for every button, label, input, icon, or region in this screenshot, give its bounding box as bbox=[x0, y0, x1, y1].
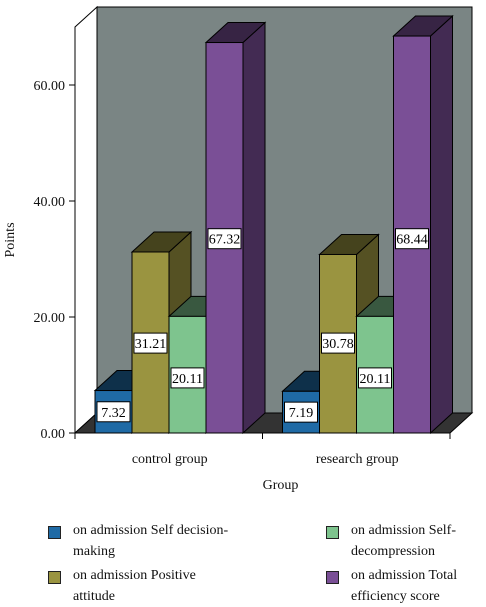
data-label: 20.11 bbox=[360, 372, 391, 387]
data-label: 68.44 bbox=[396, 233, 428, 248]
data-label: 30.78 bbox=[322, 337, 354, 352]
y-tick-label: 20.00 bbox=[34, 311, 66, 326]
legend: on admission Self decision- making on ad… bbox=[0, 510, 486, 604]
y-tick-label: 60.00 bbox=[34, 79, 66, 94]
legend-item-self-decision-making: on admission Self decision- making bbox=[48, 520, 253, 562]
y-tick-label: 40.00 bbox=[34, 195, 66, 210]
data-label-box bbox=[321, 332, 355, 354]
bar-side bbox=[242, 21, 266, 435]
bar-side bbox=[430, 14, 453, 435]
data-label-box bbox=[96, 401, 131, 423]
legend-swatch bbox=[48, 526, 61, 539]
y-axis-title: Points bbox=[3, 222, 18, 257]
legend-label: on admission Self decision- making bbox=[73, 523, 229, 559]
data-label: 7.32 bbox=[101, 406, 126, 421]
left-wall bbox=[74, 5, 98, 435]
x-axis-title: Group bbox=[263, 478, 299, 493]
data-label: 7.19 bbox=[289, 406, 314, 421]
legend-item-total-efficiency-score: on admission Total efficiency score bbox=[326, 565, 486, 607]
bar-chart: 0.00 20.00 40.00 60.00 7.32 31.21 20.11 67.32 co… bbox=[3, 5, 474, 493]
data-label-box bbox=[395, 228, 429, 250]
data-label: 31.21 bbox=[135, 337, 167, 352]
y-tick-label: 0.00 bbox=[41, 427, 66, 442]
data-label-box bbox=[358, 367, 392, 389]
legend-swatch bbox=[48, 571, 61, 584]
data-label-box bbox=[284, 401, 318, 423]
data-label: 67.32 bbox=[209, 233, 241, 248]
data-label-box bbox=[133, 332, 168, 354]
legend-swatch bbox=[326, 571, 339, 584]
legend-label: on admission Self- decompression bbox=[351, 523, 456, 559]
legend-item-self-decompression: on admission Self- decompression bbox=[326, 520, 486, 562]
data-label-box bbox=[170, 367, 205, 389]
legend-item-positive-attitude: on admission Positive attitude bbox=[48, 565, 253, 607]
legend-swatch bbox=[326, 526, 339, 539]
data-label: 20.11 bbox=[172, 372, 203, 387]
legend-label: on admission Total efficiency score bbox=[351, 568, 458, 604]
x-category-label: research group bbox=[316, 452, 399, 467]
data-label-box bbox=[207, 228, 242, 250]
x-category-label: control group bbox=[132, 452, 208, 467]
legend-label: on admission Positive attitude bbox=[73, 568, 196, 604]
